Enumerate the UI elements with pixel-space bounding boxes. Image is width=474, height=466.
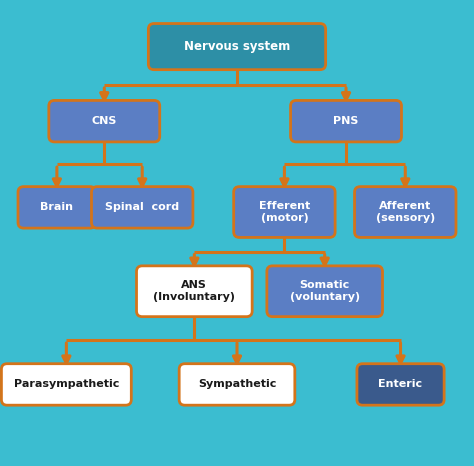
- FancyBboxPatch shape: [91, 186, 193, 228]
- FancyBboxPatch shape: [267, 266, 383, 317]
- Text: Enteric: Enteric: [378, 379, 423, 390]
- FancyBboxPatch shape: [355, 186, 456, 237]
- FancyBboxPatch shape: [179, 363, 295, 405]
- FancyBboxPatch shape: [291, 101, 401, 142]
- FancyBboxPatch shape: [137, 266, 252, 317]
- FancyBboxPatch shape: [18, 186, 96, 228]
- FancyBboxPatch shape: [234, 186, 335, 237]
- Text: CNS: CNS: [91, 116, 117, 126]
- Text: Brain: Brain: [40, 202, 73, 212]
- FancyBboxPatch shape: [49, 101, 160, 142]
- FancyBboxPatch shape: [357, 363, 444, 405]
- Text: Sympathetic: Sympathetic: [198, 379, 276, 390]
- Text: PNS: PNS: [333, 116, 359, 126]
- Text: ANS
(Involuntary): ANS (Involuntary): [154, 281, 235, 302]
- Text: Somatic
(voluntary): Somatic (voluntary): [290, 281, 360, 302]
- Text: Afferent
(sensory): Afferent (sensory): [375, 201, 435, 223]
- Text: Efferent
(motor): Efferent (motor): [259, 201, 310, 223]
- Text: Nervous system: Nervous system: [184, 40, 290, 53]
- FancyBboxPatch shape: [1, 363, 131, 405]
- Text: Parasympathetic: Parasympathetic: [14, 379, 119, 390]
- FancyBboxPatch shape: [148, 23, 326, 69]
- Text: Spinal  cord: Spinal cord: [105, 202, 179, 212]
